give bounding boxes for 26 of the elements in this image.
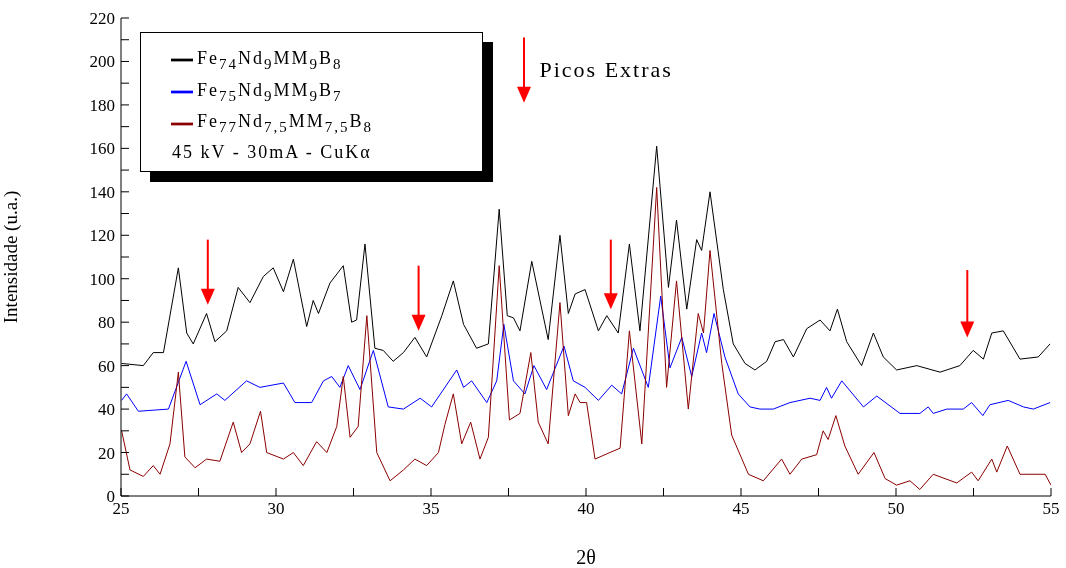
- legend-label: Fe$_{75}$Nd$_{9}$MM$_{9}$B$_{7}$: [197, 79, 343, 104]
- y-tick-label: 100: [89, 269, 115, 289]
- y-tick-label: 200: [89, 52, 115, 72]
- y-tick-label: 60: [98, 356, 115, 376]
- x-tick-label: 40: [577, 499, 595, 519]
- y-tick-label: 120: [89, 226, 115, 246]
- y-tick-label: 40: [98, 400, 115, 420]
- x-axis-title: 2θ: [576, 546, 596, 568]
- annotation: Picos Extras: [539, 56, 673, 82]
- x-tick-label: 30: [267, 499, 285, 519]
- annotation: 45 kV - 30mA - CuKα: [172, 142, 372, 163]
- y-tick-label: 160: [89, 139, 115, 159]
- y-tick-label: 140: [89, 182, 115, 202]
- y-tick-label: 220: [89, 9, 115, 29]
- x-tick-label: 55: [1042, 499, 1060, 519]
- x-tick-label: 35: [422, 499, 440, 519]
- y-axis-title: Intensidade (u.a.): [0, 190, 22, 324]
- y-tick-label: 180: [89, 95, 115, 115]
- line-series: [121, 186, 1051, 490]
- y-tick-label: 80: [98, 313, 115, 333]
- line-series: [121, 295, 1051, 417]
- legend-label: Fe$_{74}$Nd$_{9}$MM$_{9}$B$_{8}$: [197, 48, 343, 72]
- x-tick-label: 45: [732, 499, 750, 519]
- legend-label: Fe$_{77}$Nd$_{7,5}$MM$_{7,5}$B$_{8}$: [197, 111, 374, 135]
- x-tick-label: 50: [887, 499, 905, 519]
- y-tick-label: 20: [98, 443, 115, 463]
